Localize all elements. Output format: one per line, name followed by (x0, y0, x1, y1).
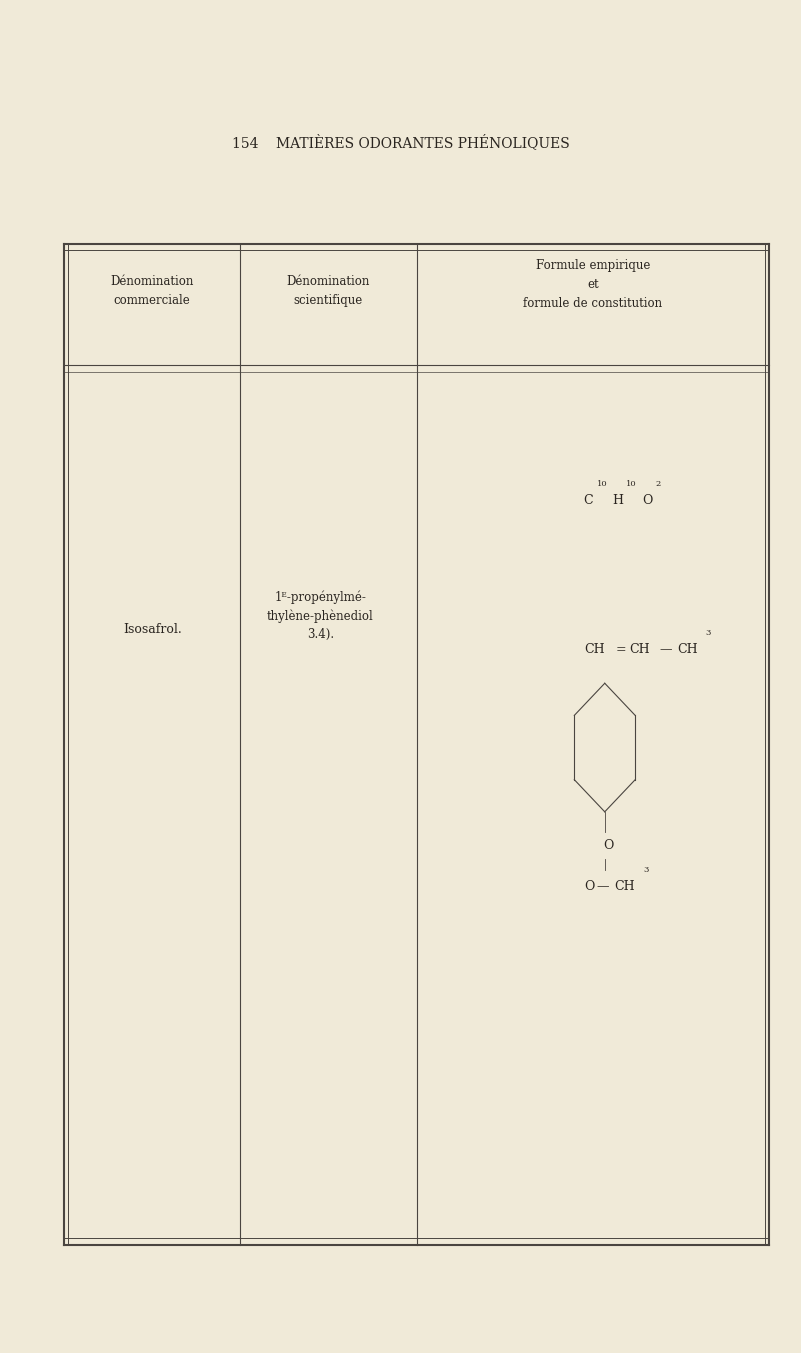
Text: 1ᴱ-propénylmé-
thylène-phènediol
3.4).: 1ᴱ-propénylmé- thylène-phènediol 3.4). (267, 590, 374, 641)
Text: 154    MATIÈRES ODORANTES PHÉNOLIQUES: 154 MATIÈRES ODORANTES PHÉNOLIQUES (231, 134, 570, 150)
Text: 2: 2 (655, 480, 661, 488)
Text: —: — (659, 643, 672, 656)
Text: C: C (583, 494, 593, 507)
Text: 3: 3 (643, 866, 649, 874)
Text: =: = (615, 643, 626, 656)
Text: H: H (613, 494, 624, 507)
Text: O: O (585, 879, 595, 893)
Text: CH: CH (677, 643, 698, 656)
Text: Formule empirique
et
formule de constitution: Formule empirique et formule de constitu… (523, 258, 662, 310)
Text: —: — (597, 879, 610, 893)
Text: 10: 10 (626, 480, 637, 488)
Text: CH: CH (585, 643, 606, 656)
Text: O: O (642, 494, 653, 507)
Text: Isosafrol.: Isosafrol. (123, 622, 182, 636)
Text: 3: 3 (705, 629, 710, 637)
Text: CH: CH (614, 879, 635, 893)
Text: O: O (604, 839, 614, 852)
Text: Dénomination
scientifique: Dénomination scientifique (287, 275, 370, 307)
Text: CH: CH (629, 643, 650, 656)
Text: Dénomination
commerciale: Dénomination commerciale (111, 275, 194, 307)
Text: 10: 10 (597, 480, 607, 488)
